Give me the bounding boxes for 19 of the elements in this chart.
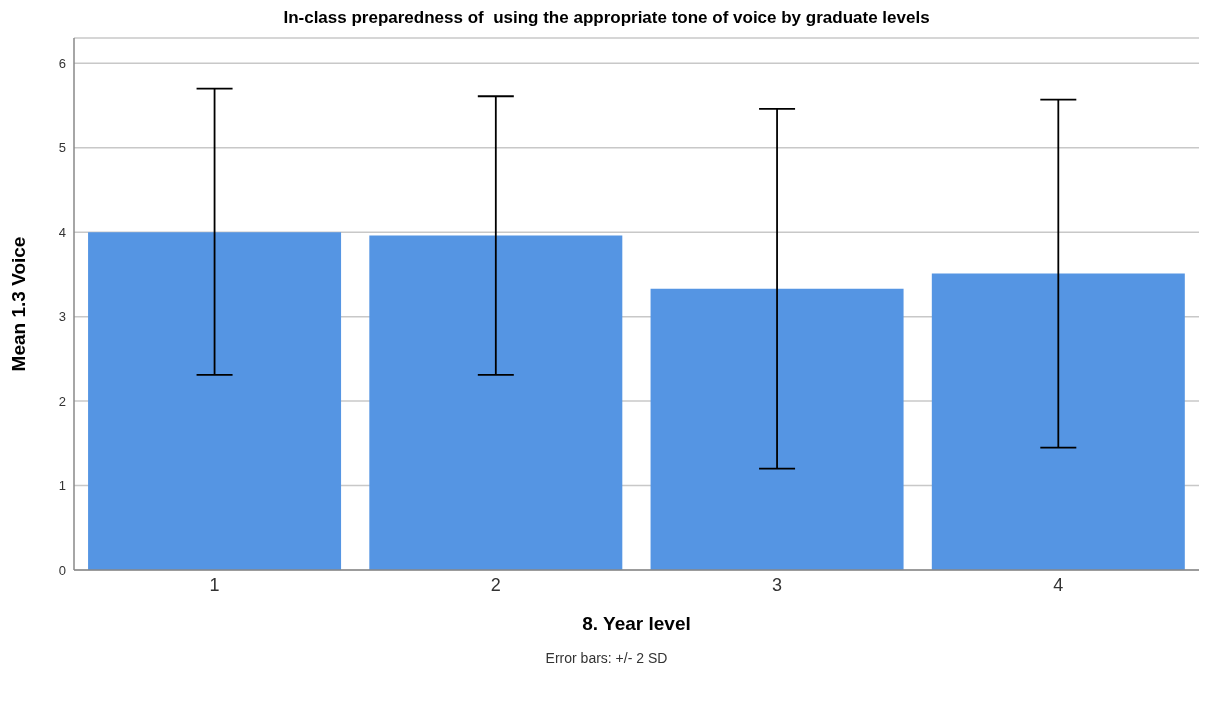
y-tick-label: 4 [58,224,66,240]
bar [369,235,623,570]
x-tick-label: 1 [209,574,220,595]
text: Error bars: +/- 2 SD [544,650,669,666]
y-tick-label: 1 [58,478,66,494]
x-tick-label: 4 [1053,574,1064,595]
chart-title: In-class preparedness of using the appropriate tone of voice by graduate levels [282,8,931,29]
bar [650,288,904,570]
x-tick-label: 3 [772,574,783,595]
y-tick-label: 5 [58,140,66,156]
y-tick-label: 6 [58,55,66,71]
y-axis-title: Mean 1.3 Voice [7,236,29,372]
y-tick-label: 2 [58,393,66,409]
bar [931,273,1185,570]
x-axis-title: 8. Year level [582,613,691,634]
x-tick-label: 2 [490,574,501,595]
bar [88,232,342,570]
y-tick-label: 0 [58,562,66,578]
y-tick-label: 3 [58,309,66,325]
